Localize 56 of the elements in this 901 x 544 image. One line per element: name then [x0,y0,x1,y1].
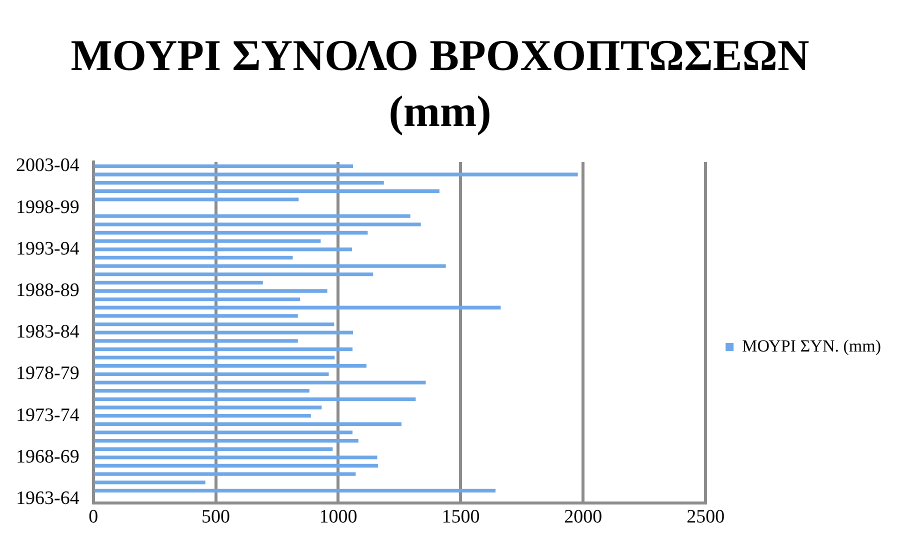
y-tick-label: 1993-94 [16,238,80,260]
bar [94,289,328,293]
x-tick-label: 1000 [319,506,358,528]
bar [94,364,366,368]
bar [94,330,354,334]
bar [94,239,321,243]
bar [94,230,368,235]
bar [94,397,416,402]
y-tick-label: 1973-74 [16,404,80,426]
chart-title: ΜΟΥΡΙ ΣΥΝΟΛΟ ΒΡΟΧΟΠΤΩΣΕΩΝ (mm) [70,30,810,138]
bar [94,456,378,460]
bar [94,272,374,276]
bar [94,347,353,352]
bar [94,172,578,176]
bar [94,472,356,476]
bar [94,280,263,284]
bar [94,389,310,393]
x-tick-label: 1500 [442,506,480,528]
y-tick-label: 1988-89 [16,280,80,301]
bar [94,380,426,384]
bar [94,430,353,434]
bar [94,322,334,326]
legend-label: ΜΟΥΡΙ ΣΥΝ. (mm) [742,336,881,356]
bar [94,189,440,193]
bar [94,222,421,226]
bar [94,406,322,410]
y-tick-label: 1983-84 [16,322,80,343]
bar [94,372,329,376]
bar [94,422,402,426]
bar [94,306,501,310]
bar [94,464,378,468]
bar [94,339,298,343]
x-tick-label: 500 [202,506,230,528]
bar [94,356,335,360]
x-tick-label: 2000 [564,506,602,528]
bar [94,314,298,318]
bar [94,164,354,168]
x-tick-label: 2500 [686,506,725,528]
bar [94,180,384,185]
bar [94,414,311,418]
y-tick-label: 2003-04 [16,155,80,176]
bar [94,214,410,218]
y-tick-label: 1998-99 [16,196,80,218]
bar [94,447,333,451]
bar [94,297,300,302]
y-tick-label: 1968-69 [16,446,80,468]
bar [94,480,206,484]
x-tick-label: 0 [88,506,98,528]
bar [94,248,352,252]
bar [94,438,358,443]
bar [94,256,293,260]
bar [94,264,446,268]
bar [94,198,299,202]
y-tick-label: 1978-79 [16,363,80,384]
y-tick-label: 1963-64 [16,488,80,510]
bar [94,488,496,493]
